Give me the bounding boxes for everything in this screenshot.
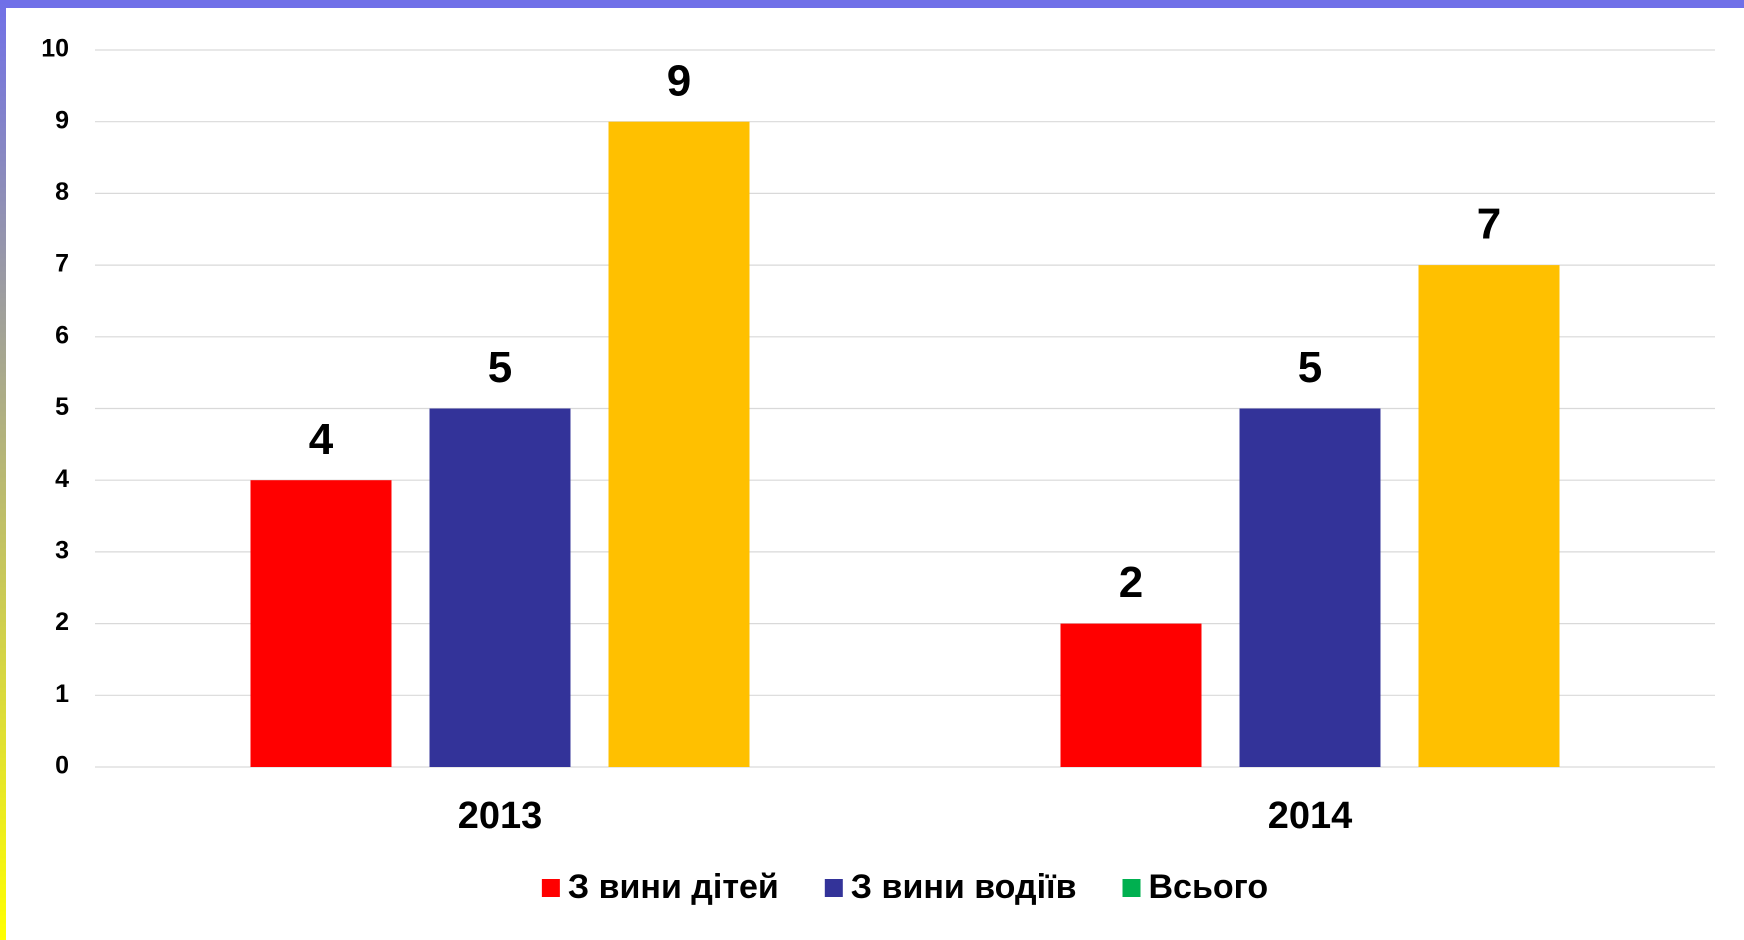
bar [1239,408,1381,767]
data-label: 4 [309,415,334,464]
y-tick-label: 9 [55,106,69,134]
data-label: 2 [1119,558,1143,607]
data-label: 5 [1298,343,1322,392]
y-tick-label: 1 [55,680,69,708]
bar [250,480,392,767]
bar [608,121,750,767]
bar [1060,623,1202,767]
legend-swatch [541,879,560,897]
y-tick-label: 5 [55,393,69,421]
y-tick-label: 8 [55,178,69,206]
x-tick-label: 2014 [1268,795,1353,837]
legend-label: З вини дітей [568,868,779,906]
left-border [0,0,6,940]
legend-swatch [824,879,843,897]
y-tick-label: 7 [55,250,69,278]
data-label: 9 [667,56,691,105]
top-border [0,0,1744,8]
y-tick-label: 0 [55,752,69,780]
bar [1418,265,1560,767]
legend-label: Всього [1149,868,1269,906]
legend-label: З вини водіїв [851,868,1077,906]
legend-swatch [1122,879,1141,897]
y-tick-label: 10 [41,35,69,63]
data-label: 7 [1477,200,1501,249]
data-label: 5 [488,343,512,392]
bar [429,408,571,767]
x-tick-label: 2013 [458,795,543,837]
y-tick-label: 4 [55,465,69,493]
y-tick-label: 2 [55,608,69,636]
y-tick-label: 3 [55,537,69,565]
y-tick-label: 6 [55,321,69,349]
